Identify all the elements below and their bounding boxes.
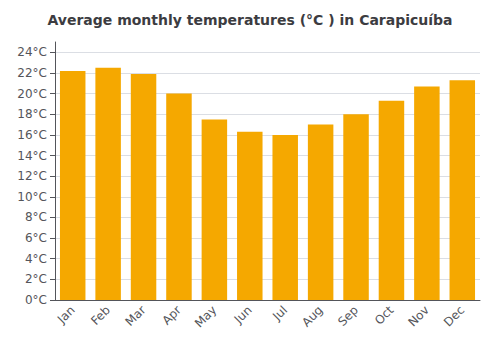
svg-text:Jan: Jan: [54, 303, 78, 327]
svg-text:Jul: Jul: [269, 303, 290, 324]
svg-text:10°C: 10°C: [17, 190, 47, 204]
svg-text:6°C: 6°C: [25, 231, 47, 245]
svg-text:Jun: Jun: [231, 303, 255, 327]
svg-text:0°C: 0°C: [25, 293, 47, 307]
svg-text:Sep: Sep: [335, 303, 361, 329]
svg-text:Mar: Mar: [123, 303, 149, 329]
svg-text:12°C: 12°C: [17, 169, 47, 183]
svg-text:Average monthly temperatures (: Average monthly temperatures (°C ) in Ca…: [47, 12, 452, 28]
svg-text:May: May: [192, 303, 219, 330]
svg-text:Dec: Dec: [441, 303, 467, 329]
svg-text:Oct: Oct: [372, 303, 397, 328]
svg-text:Aug: Aug: [299, 303, 325, 329]
svg-text:24°C: 24°C: [17, 45, 47, 59]
svg-text:8°C: 8°C: [25, 210, 47, 224]
svg-text:Apr: Apr: [159, 303, 184, 328]
svg-text:2°C: 2°C: [25, 272, 47, 286]
svg-text:Feb: Feb: [88, 303, 113, 328]
svg-text:14°C: 14°C: [17, 149, 47, 163]
svg-text:16°C: 16°C: [17, 128, 47, 142]
svg-text:Nov: Nov: [405, 303, 431, 329]
svg-text:22°C: 22°C: [17, 66, 47, 80]
svg-text:20°C: 20°C: [17, 87, 47, 101]
svg-text:4°C: 4°C: [25, 252, 47, 266]
svg-text:18°C: 18°C: [17, 107, 47, 121]
